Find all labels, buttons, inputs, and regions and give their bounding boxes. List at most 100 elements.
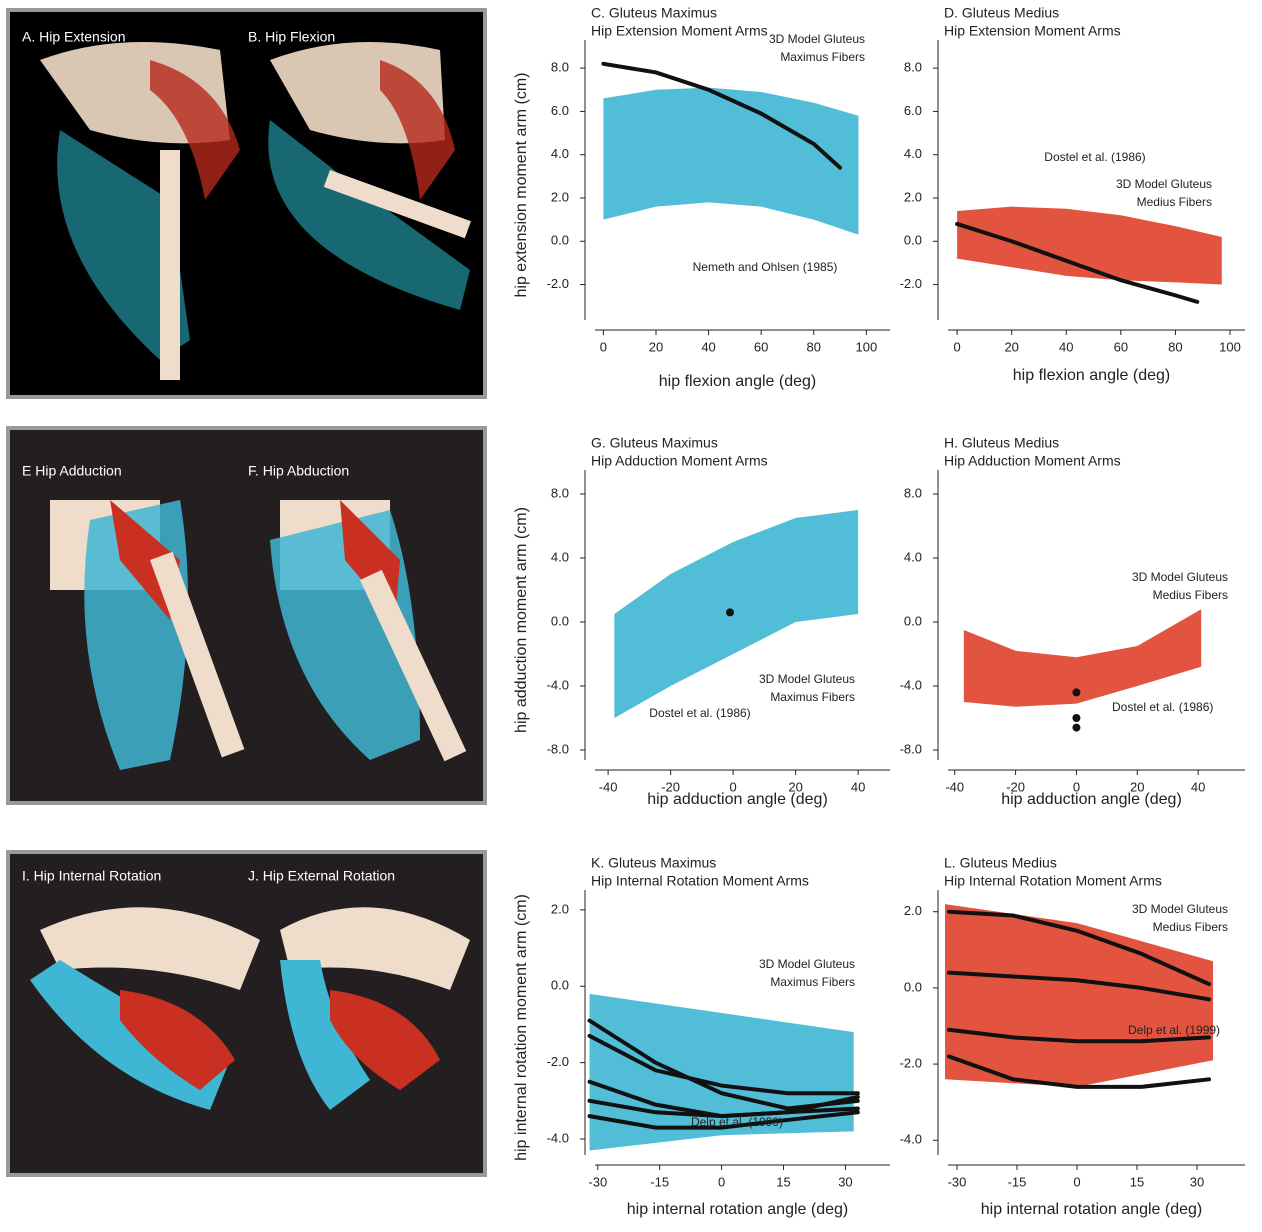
y-tick-label: -4.0 <box>547 1130 569 1145</box>
chart-title: D. Gluteus Medius <box>944 5 1059 21</box>
x-tick-label: 40 <box>1059 339 1073 354</box>
y-axis-label: hip adduction moment arm (cm) <box>513 507 530 733</box>
panel-label: E Hip Adduction <box>22 463 122 479</box>
fiber-label: 3D Model Gluteus <box>1132 902 1228 916</box>
fiber-label: 3D Model Gluteus <box>769 32 865 46</box>
panel-label: B. Hip Flexion <box>248 29 335 45</box>
y-tick-label: 2.0 <box>551 189 569 204</box>
panel-frame <box>8 428 485 803</box>
y-tick-label: 2.0 <box>904 189 922 204</box>
panel-label: I. Hip Internal Rotation <box>22 868 161 884</box>
reference-label: Delp et al. (1999) <box>1128 1023 1220 1037</box>
fiber-label: 3D Model Gluteus <box>1116 177 1212 191</box>
chart-title: C. Gluteus Maximus <box>591 5 717 21</box>
y-tick-label: 4.0 <box>904 549 922 564</box>
y-tick-label: 4.0 <box>904 146 922 161</box>
x-tick-label: -40 <box>945 779 964 794</box>
y-tick-label: 0.0 <box>904 979 922 994</box>
x-tick-label: 80 <box>807 339 821 354</box>
x-tick-label: 0 <box>600 339 607 354</box>
fiber-label: Maximus Fibers <box>770 975 855 989</box>
x-tick-label: 40 <box>701 339 715 354</box>
image-panel <box>8 10 485 397</box>
chart-title: H. Gluteus Medius <box>944 435 1059 451</box>
reference-label: Dostel et al. (1986) <box>1044 150 1145 164</box>
chart: H. Gluteus Medius Hip Adduction Moment Ar… <box>900 435 1245 809</box>
image-panel <box>8 428 485 803</box>
fiber-label: Maximus Fibers <box>780 50 865 64</box>
x-axis-label: hip internal rotation angle (deg) <box>981 1201 1202 1218</box>
fiber-label: Maximus Fibers <box>770 690 855 704</box>
y-tick-label: -8.0 <box>547 741 569 756</box>
fiber-label: Medius Fibers <box>1137 195 1212 209</box>
x-tick-label: 0 <box>718 1174 725 1189</box>
x-tick-label: 40 <box>1191 779 1205 794</box>
figure: A. Hip ExtensionB. Hip FlexionE Hip Addu… <box>0 0 1262 1227</box>
y-axis-label: hip internal rotation moment arm (cm) <box>513 894 530 1161</box>
x-axis-label: hip flexion angle (deg) <box>659 373 816 390</box>
reference-label: Dostel et al. (1986) <box>1112 700 1213 714</box>
y-tick-label: 6.0 <box>551 103 569 118</box>
y-tick-label: 0.0 <box>551 233 569 248</box>
x-tick-label: -30 <box>948 1174 967 1189</box>
x-tick-label: 15 <box>1130 1174 1144 1189</box>
x-axis-label: hip adduction angle (deg) <box>1001 791 1182 808</box>
y-tick-label: -4.0 <box>547 677 569 692</box>
x-tick-label: 0 <box>1073 1174 1080 1189</box>
chart: K. Gluteus Maximus Hip Internal Rotation … <box>513 855 890 1219</box>
reference-point <box>1072 688 1080 696</box>
x-tick-label: 0 <box>953 339 960 354</box>
y-tick-label: 2.0 <box>904 903 922 918</box>
y-tick-label: 2.0 <box>551 901 569 916</box>
y-tick-label: 4.0 <box>551 146 569 161</box>
chart-subtitle: Hip Internal Rotation Moment Arms <box>591 873 809 889</box>
chart-title: K. Gluteus Maximus <box>591 855 716 871</box>
y-tick-label: 4.0 <box>551 549 569 564</box>
reference-point <box>726 608 734 616</box>
x-tick-label: -15 <box>650 1174 669 1189</box>
x-tick-label: -30 <box>588 1174 607 1189</box>
reference-label: Dostel et al. (1986) <box>649 706 750 720</box>
x-tick-label: 80 <box>1168 339 1182 354</box>
fiber-label: 3D Model Gluteus <box>759 957 855 971</box>
y-tick-label: 6.0 <box>904 103 922 118</box>
fiber-label: 3D Model Gluteus <box>1132 570 1228 584</box>
reference-point <box>1072 724 1080 732</box>
chart-title: L. Gluteus Medius <box>944 855 1057 871</box>
y-tick-label: 8.0 <box>551 60 569 75</box>
fiber-band <box>957 207 1222 285</box>
panel-label: J. Hip External Rotation <box>248 868 395 884</box>
image-panel <box>8 852 485 1175</box>
chart: D. Gluteus Medius Hip Extension Moment Ar… <box>900 5 1245 385</box>
y-tick-label: -2.0 <box>547 276 569 291</box>
x-tick-label: -40 <box>599 779 618 794</box>
fiber-label: Medius Fibers <box>1153 588 1228 602</box>
x-tick-label: 30 <box>838 1174 852 1189</box>
fiber-label: Medius Fibers <box>1153 920 1228 934</box>
x-tick-label: 100 <box>855 339 877 354</box>
x-tick-label: 100 <box>1219 339 1241 354</box>
chart-subtitle: Hip Adduction Moment Arms <box>944 453 1121 469</box>
y-tick-label: 0.0 <box>904 233 922 248</box>
x-axis-label: hip internal rotation angle (deg) <box>627 1201 848 1218</box>
y-tick-label: -8.0 <box>900 741 922 756</box>
femur <box>160 150 180 380</box>
y-axis-label: hip extension moment arm (cm) <box>513 73 530 298</box>
y-tick-label: 8.0 <box>904 60 922 75</box>
x-axis-label: hip adduction angle (deg) <box>647 791 828 808</box>
x-axis-label: hip flexion angle (deg) <box>1013 367 1170 384</box>
y-tick-label: -2.0 <box>900 276 922 291</box>
x-tick-label: 60 <box>1114 339 1128 354</box>
y-tick-label: -4.0 <box>900 677 922 692</box>
chart-subtitle: Hip Extension Moment Arms <box>944 23 1121 39</box>
y-tick-label: 8.0 <box>551 485 569 500</box>
y-tick-label: 8.0 <box>904 485 922 500</box>
fiber-band <box>964 609 1201 707</box>
y-tick-label: -2.0 <box>900 1056 922 1071</box>
x-tick-label: 30 <box>1190 1174 1204 1189</box>
x-tick-label: 15 <box>776 1174 790 1189</box>
y-tick-label: -4.0 <box>900 1132 922 1147</box>
